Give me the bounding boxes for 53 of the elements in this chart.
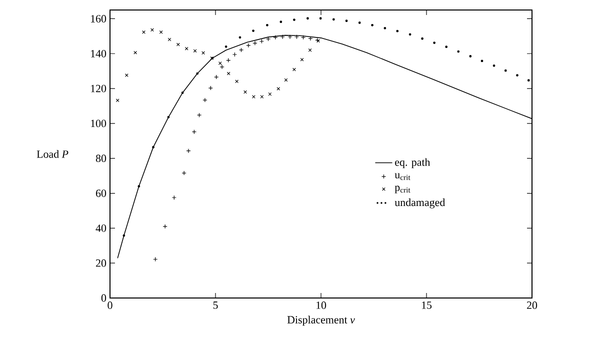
point <box>300 58 304 62</box>
y-tick-label: 160 <box>91 15 106 22</box>
point <box>193 49 197 53</box>
y-tick-label: 60 <box>96 190 106 197</box>
x-tick-label: 20 <box>527 302 538 309</box>
y-tick-label: 0 <box>101 294 106 302</box>
y-tick-label: 40 <box>96 224 106 232</box>
point <box>246 43 251 48</box>
y-tick-label: 80 <box>96 154 106 162</box>
point <box>308 48 312 52</box>
point <box>218 62 222 65</box>
point <box>196 112 202 118</box>
point <box>235 80 239 84</box>
point <box>244 90 247 94</box>
legend-label: p$_{crit}$ <box>394 186 410 194</box>
legend-label: undamaged <box>394 198 446 208</box>
point <box>273 35 278 40</box>
point <box>288 34 292 40</box>
point <box>268 92 272 96</box>
point <box>202 51 205 55</box>
x-tick-label: 0 <box>108 302 112 309</box>
point <box>226 72 230 76</box>
legend-label: u$_{crit}$ <box>394 173 410 180</box>
x-axis-title: Displacement v <box>287 316 355 326</box>
x-tick-label: 10 <box>316 302 326 309</box>
point <box>176 42 180 46</box>
point <box>134 50 138 54</box>
y-tick-label: 100 <box>91 120 106 128</box>
point <box>186 148 191 154</box>
x-tick-label: 15 <box>422 302 432 309</box>
y-tick-label: 120 <box>91 84 106 92</box>
point <box>252 40 258 46</box>
legend-label: eq. path <box>395 158 430 168</box>
point <box>260 95 264 98</box>
point <box>150 28 154 32</box>
point <box>208 86 213 90</box>
point <box>220 64 224 70</box>
point <box>276 87 280 90</box>
point <box>182 170 186 176</box>
y-axis-title: Load P <box>36 150 68 158</box>
x-tick-label: 5 <box>213 302 218 309</box>
point <box>292 68 296 72</box>
point <box>232 52 237 57</box>
point <box>159 30 163 34</box>
point <box>124 74 128 77</box>
point <box>162 224 168 229</box>
y-tick-label: 20 <box>96 259 106 267</box>
point <box>252 95 256 98</box>
point <box>142 30 146 34</box>
point <box>214 74 219 80</box>
point <box>202 98 208 102</box>
y-tick-label: 140 <box>91 50 106 58</box>
point <box>238 48 244 52</box>
